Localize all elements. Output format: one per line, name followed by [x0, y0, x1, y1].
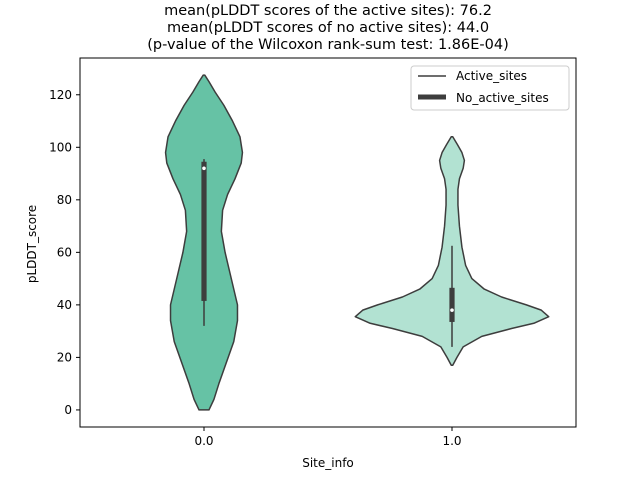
legend-label-active-sites: Active_sites	[456, 69, 527, 83]
y-tick-label: 60	[57, 245, 72, 259]
legend-frame	[410, 65, 570, 111]
y-axis-label: pLDDT_score	[25, 205, 39, 283]
y-tick-label: 100	[49, 140, 72, 154]
x-axis-label: Site_info	[302, 456, 354, 470]
violin-iqr-box	[449, 287, 455, 322]
legend: Active_sites No_active_sites	[410, 65, 570, 111]
chart-title-line: mean(pLDDT scores of no active sites): 4…	[167, 20, 489, 36]
plot-frame	[79, 57, 577, 428]
legend-label-no-active-sites: No_active_sites	[456, 91, 549, 105]
chart-title-line: mean(pLDDT scores of the active sites): …	[164, 3, 492, 19]
violin-iqr-box	[201, 161, 207, 301]
chart-title-line: (p-value of the Wilcoxon rank-sum test: …	[147, 37, 508, 53]
x-tick-label: 0.0	[194, 434, 213, 448]
y-tick-label: 0	[64, 403, 72, 417]
y-tick-label: 80	[57, 193, 72, 207]
y-tick-label: 40	[57, 298, 72, 312]
y-tick-label: 20	[57, 350, 72, 364]
x-tick-label: 1.0	[442, 434, 461, 448]
violin-median-dot	[450, 308, 454, 312]
violin-median-dot	[202, 166, 206, 171]
plot-background	[80, 58, 576, 427]
y-tick-label: 120	[49, 88, 72, 102]
